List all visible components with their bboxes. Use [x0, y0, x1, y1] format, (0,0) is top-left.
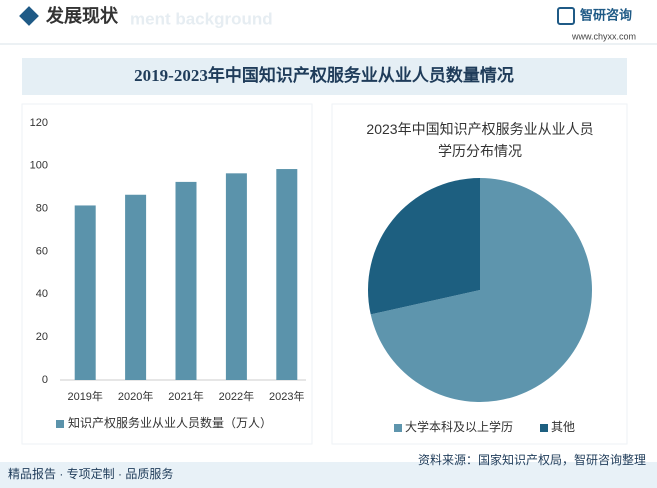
bar	[125, 194, 147, 380]
y-tick-label: 0	[42, 374, 48, 386]
legend-label: 知识产权服务业从业人员数量（万人）	[68, 415, 272, 430]
panel	[331, 103, 628, 445]
legend-swatch	[56, 420, 64, 428]
bar	[175, 181, 197, 380]
y-tick-label: 40	[36, 288, 48, 300]
footer-left: 精品报告 · 专项定制 · 品质服务	[8, 466, 173, 481]
bar	[74, 205, 96, 380]
legend-label: 大学本科及以上学历	[405, 419, 513, 434]
footer-bar	[0, 462, 657, 488]
footer-source: 资料来源：国家知识产权局，智研咨询整理	[418, 452, 646, 467]
panel	[21, 103, 313, 445]
y-tick-label: 80	[36, 203, 48, 215]
pie-slice	[368, 178, 480, 315]
header-watermark: ment background	[130, 9, 273, 28]
y-tick-label: 20	[36, 331, 48, 343]
pie-slice	[370, 178, 593, 402]
legend-swatch	[394, 424, 402, 432]
logo-icon	[557, 7, 575, 25]
site-url: www.chyxx.com	[571, 31, 636, 41]
y-tick-label: 100	[30, 160, 48, 172]
legend-swatch	[540, 424, 548, 432]
banner-title: 2019-2023年中国知识产权服务业从业人员数量情况	[134, 65, 514, 85]
x-tick-label: 2022年	[219, 389, 254, 403]
legend-label: 其他	[551, 420, 575, 434]
bar	[225, 173, 247, 380]
logo-text: 智研咨询	[580, 7, 632, 22]
x-tick-label: 2021年	[168, 389, 203, 403]
header-title: 发展现状	[45, 5, 119, 26]
banner	[22, 58, 627, 95]
x-tick-label: 2019年	[67, 389, 102, 403]
bar	[276, 169, 298, 380]
y-tick-label: 60	[36, 245, 48, 257]
x-tick-label: 2020年	[118, 389, 153, 403]
pie-title: 2023年中国知识产权服务业从业人员学历分布情况	[366, 121, 594, 159]
x-tick-label: 2023年	[269, 389, 304, 403]
diamond-icon	[19, 6, 39, 26]
y-tick-label: 120	[30, 117, 48, 129]
